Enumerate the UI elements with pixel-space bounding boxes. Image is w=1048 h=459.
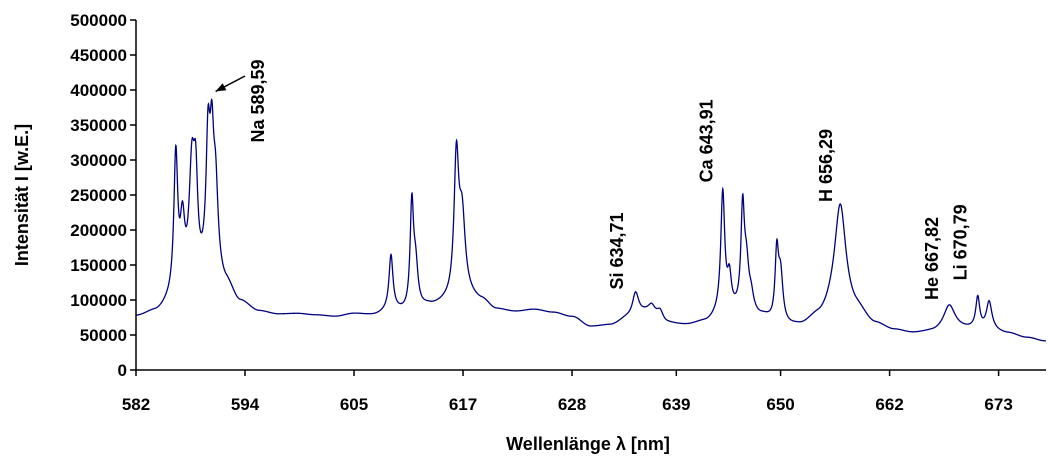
peak-label: Ca 643,91 <box>696 99 716 182</box>
plot-area <box>135 98 1046 342</box>
annotation-arrowhead <box>215 83 227 92</box>
y-tick-label: 350000 <box>70 116 127 135</box>
peak-label: Si 634,71 <box>607 212 627 289</box>
x-tick-label: 650 <box>766 395 794 414</box>
y-tick-label: 50000 <box>80 326 127 345</box>
peak-label: Na 589,59 <box>248 59 268 142</box>
x-tick-label: 639 <box>662 395 690 414</box>
peak-label: He 667,82 <box>922 217 942 300</box>
y-tick-label: 250000 <box>70 186 127 205</box>
x-tick-label: 617 <box>449 395 477 414</box>
x-tick-label: 582 <box>122 395 150 414</box>
y-tick-label: 200000 <box>70 221 127 240</box>
y-tick-label: 150000 <box>70 256 127 275</box>
x-tick-label: 594 <box>231 395 260 414</box>
x-tick-label: 605 <box>340 395 368 414</box>
peak-label: H 656,29 <box>816 129 836 202</box>
y-axis-title: Intensität I [w.E.] <box>12 124 32 266</box>
x-tick-label: 673 <box>984 395 1012 414</box>
x-axis-title: Wellenlänge λ [nm] <box>506 434 670 454</box>
y-tick-label: 450000 <box>70 46 127 65</box>
y-tick-label: 500000 <box>70 11 127 30</box>
x-tick-label: 628 <box>558 395 586 414</box>
annotations: Na 589,59 Si 634,71 Ca 643,91 H 656,29 He 66… <box>215 59 970 300</box>
y-tick-label: 400000 <box>70 81 127 100</box>
y-tick-label: 0 <box>118 361 127 380</box>
x-axis: 582 594 605 617 628 639 650 662 673 <box>122 369 1046 414</box>
y-tick-label: 100000 <box>70 291 127 310</box>
y-axis: 0 50000 100000 150000 200000 250000 300000 3500… <box>70 11 137 380</box>
y-tick-label: 300000 <box>70 151 127 170</box>
peak-label: Li 670,79 <box>950 204 970 280</box>
x-tick-label: 662 <box>875 395 903 414</box>
spectrum-line <box>135 98 1046 342</box>
